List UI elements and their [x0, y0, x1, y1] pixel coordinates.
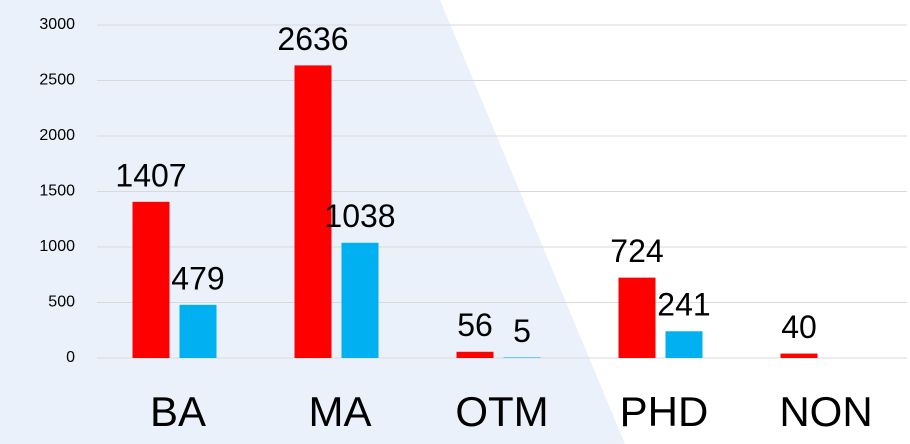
bar [618, 277, 656, 358]
y-tick-label: 2000 [39, 127, 75, 144]
y-tick-label: 1500 [39, 183, 75, 200]
data-label: 241 [657, 287, 710, 323]
x-tick-label: NON [779, 388, 872, 435]
x-tick-label: PHD [620, 388, 709, 435]
data-label: 5 [513, 313, 531, 349]
data-label: 1038 [324, 198, 395, 234]
y-tick-label: 3000 [39, 16, 75, 33]
data-label: 2636 [277, 21, 348, 57]
bar [294, 65, 332, 359]
bar [503, 357, 541, 358]
bar [780, 353, 818, 358]
y-tick-label: 0 [66, 349, 75, 366]
bar [665, 331, 703, 358]
bar [341, 242, 379, 358]
data-label: 1407 [115, 157, 186, 193]
data-label: 40 [781, 309, 817, 345]
bar [179, 304, 217, 358]
x-tick-label: MA [309, 388, 372, 435]
data-label: 724 [610, 233, 663, 269]
x-tick-label: BA [150, 388, 206, 435]
data-label: 479 [171, 260, 224, 296]
bar [132, 201, 170, 358]
bar [456, 351, 494, 358]
y-tick-label: 500 [48, 294, 75, 311]
data-label: 56 [457, 307, 493, 343]
x-tick-label: OTM [455, 388, 548, 435]
y-tick-label: 2500 [39, 72, 75, 89]
y-tick-label: 1000 [39, 238, 75, 255]
